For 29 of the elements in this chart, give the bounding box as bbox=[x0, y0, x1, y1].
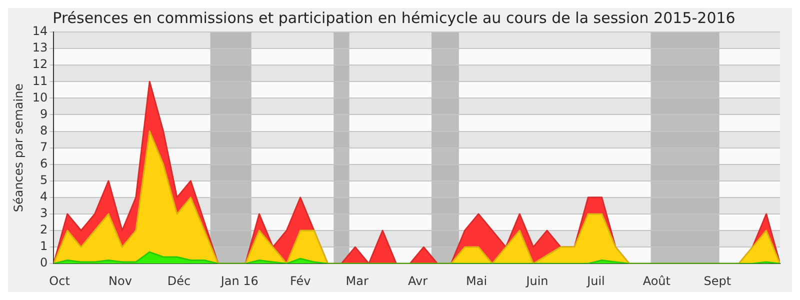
x-tick-label: Nov bbox=[108, 274, 132, 288]
y-tick-label: 9 bbox=[40, 106, 48, 121]
x-tick-label: Avr bbox=[408, 274, 428, 288]
y-tick-label: 8 bbox=[40, 123, 48, 138]
x-tick-label: Juin bbox=[525, 274, 548, 288]
x-tick-label: Fév bbox=[290, 274, 311, 288]
y-tick-label: 2 bbox=[40, 222, 48, 237]
x-tick-label: Juil bbox=[586, 274, 605, 288]
y-tick-label: 10 bbox=[32, 90, 48, 104]
y-axis-title: Séances par semaine bbox=[11, 83, 26, 212]
x-tick-label: Mar bbox=[346, 274, 369, 288]
y-tick-label: 13 bbox=[32, 40, 48, 55]
x-tick-label: Déc bbox=[167, 274, 191, 288]
y-tick-label: 7 bbox=[40, 140, 48, 154]
y-tick-label: 14 bbox=[32, 24, 48, 38]
x-tick-label: Oct bbox=[49, 274, 70, 288]
y-tick-label: 0 bbox=[40, 256, 48, 270]
y-tick-label: 6 bbox=[40, 156, 48, 170]
x-tick-label: Août bbox=[642, 274, 671, 288]
y-tick-label: 3 bbox=[40, 206, 48, 220]
x-tick-label: Mai bbox=[466, 274, 488, 288]
x-tick-label: Jan 16 bbox=[220, 274, 258, 288]
chart-title: Présences en commissions et participation en hémicycle au cours de la session 2015-2016 bbox=[52, 8, 736, 27]
y-tick-label: 1 bbox=[40, 239, 48, 254]
y-tick-label: 4 bbox=[40, 190, 48, 204]
x-tick-label: Sept bbox=[704, 274, 732, 288]
y-tick-label: 12 bbox=[32, 57, 48, 72]
y-tick-label: 11 bbox=[32, 74, 48, 88]
y-tick-label: 5 bbox=[40, 173, 48, 188]
